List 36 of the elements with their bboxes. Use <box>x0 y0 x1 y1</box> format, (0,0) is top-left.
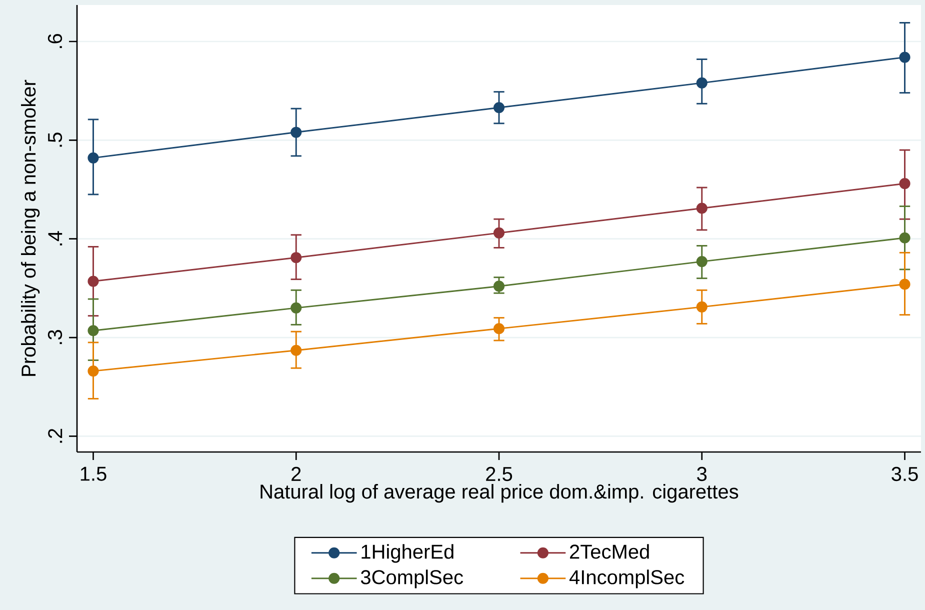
point <box>493 102 505 114</box>
point <box>899 232 910 244</box>
legend-label: 1HigherEd <box>362 544 454 563</box>
y-tick-label: .6 <box>48 34 62 48</box>
point <box>696 301 708 312</box>
y-tick-label: .2 <box>48 428 62 443</box>
legend-label: 4IncomplSec <box>569 570 684 588</box>
point <box>290 344 302 356</box>
point <box>290 252 302 264</box>
point <box>493 323 505 334</box>
x-tick-label: 3 <box>697 466 707 482</box>
point <box>493 227 505 238</box>
x-tick-label: 3.5 <box>892 466 918 482</box>
legend-label: 3ComplSec <box>360 570 464 588</box>
point <box>899 278 910 290</box>
x-tick-label: 2 <box>292 466 301 481</box>
point <box>88 152 99 164</box>
x-tick-label: 2.5 <box>486 466 512 482</box>
point <box>290 126 302 138</box>
point <box>493 280 505 292</box>
point <box>696 202 708 214</box>
x-axis-title: Natural log of average real price dom.&imp. cigarettes <box>260 484 738 503</box>
point <box>899 52 910 63</box>
y-axis-title: Probability of being a non-smoker <box>21 80 40 376</box>
point <box>88 276 99 287</box>
y-tick-label: .4 <box>48 231 62 246</box>
y-tick-label: .3 <box>48 330 62 344</box>
point <box>696 256 708 268</box>
x-tick-label: 1.5 <box>80 466 106 481</box>
point <box>88 325 99 336</box>
point <box>899 178 910 190</box>
point <box>696 77 708 88</box>
point <box>290 302 302 314</box>
y-tick-label: .5 <box>48 132 62 147</box>
point <box>88 366 99 377</box>
legend-label: 2TecMed <box>570 544 649 559</box>
